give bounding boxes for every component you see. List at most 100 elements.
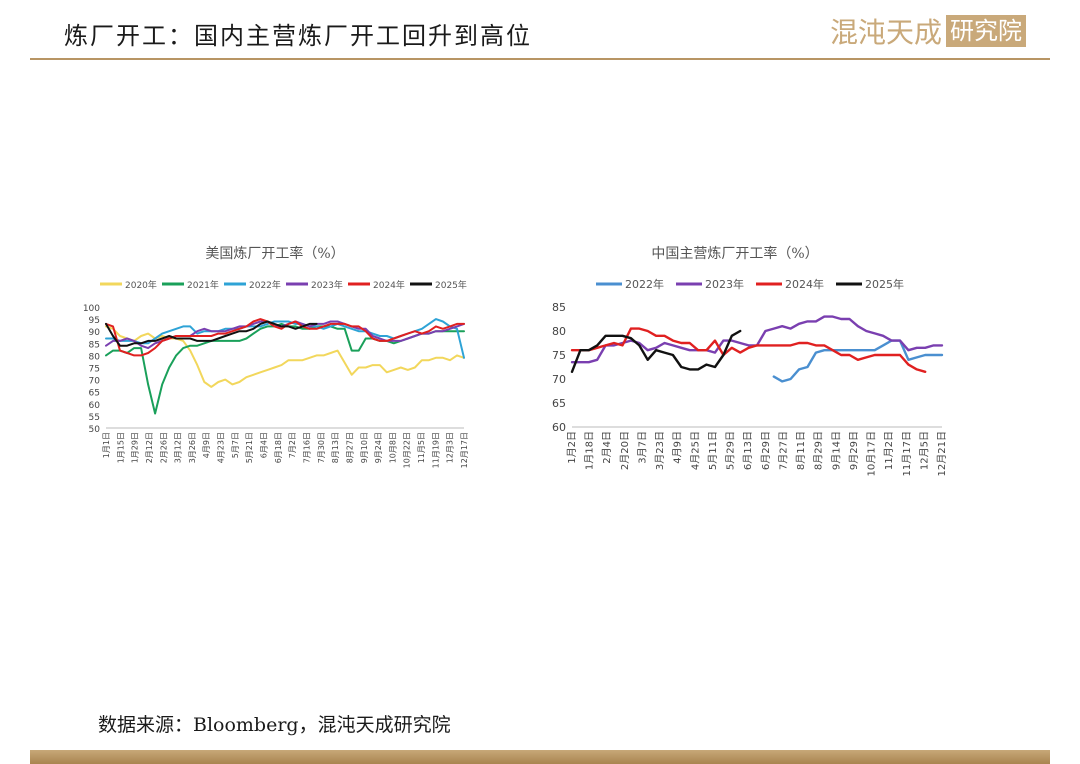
x-tick-label: 12月3日 (446, 432, 455, 463)
x-tick-label: 7月16日 (302, 432, 311, 463)
legend-item: 2024年 (756, 277, 824, 291)
y-tick-label: 75 (89, 365, 100, 375)
x-tick-label: 8月11日 (795, 431, 807, 470)
x-tick-label: 3月12日 (174, 432, 183, 463)
x-tick-label: 2月20日 (619, 431, 631, 470)
x-tick-label: 6月18日 (274, 432, 283, 463)
x-tick-label: 6月13日 (742, 431, 754, 470)
legend-item: 2020年 (100, 279, 157, 291)
legend-item: 2025年 (836, 277, 904, 291)
legend-label: 2020年 (125, 279, 157, 291)
x-tick-label: 7月2日 (288, 432, 297, 458)
legend-item: 2025年 (410, 279, 467, 291)
x-tick-label: 11月17日 (901, 431, 913, 476)
x-tick-label: 9月14日 (830, 431, 842, 470)
x-tick-label: 2月12日 (145, 432, 154, 463)
x-tick-label: 1月1日 (102, 432, 111, 458)
y-tick-label: 80 (552, 325, 566, 338)
x-tick-label: 4月9日 (202, 432, 211, 458)
legend-item: 2023年 (676, 277, 744, 291)
china-refinery-utilization-chart: 中国主营炼厂开工率（%） 2022年 2023年 2024年 2025年 60 65 70 75… (530, 238, 960, 488)
x-tick-label: 5月21日 (245, 432, 254, 463)
chart-svg: 美国炼厂开工率（%） 2020年 2021年 2022年 2023年 2024年 2025年… (83, 245, 469, 468)
y-axis: 60 65 70 75 80 85 (552, 301, 566, 434)
legend-label: 2021年 (187, 279, 219, 291)
y-tick-label: 55 (89, 413, 100, 423)
x-tick-label: 8月13日 (331, 432, 340, 463)
x-tick-label: 1月15日 (116, 432, 125, 463)
x-tick-label: 11月19日 (431, 432, 440, 468)
logo-box-text: 研究院 (946, 15, 1027, 47)
x-tick-label: 3月26日 (188, 432, 197, 463)
chart-svg: 中国主营炼厂开工率（%） 2022年 2023年 2024年 2025年 60 65 70 75… (552, 245, 948, 476)
x-tick-label: 5月7日 (231, 432, 240, 458)
legend-label: 2025年 (865, 277, 904, 291)
x-tick-label: 12月21日 (936, 431, 948, 476)
x-tick-label: 2月4日 (601, 431, 613, 464)
legend-label: 2025年 (435, 279, 467, 291)
x-tick-label: 11月2日 (883, 431, 895, 470)
y-tick-label: 90 (89, 328, 101, 338)
footer-bar (30, 750, 1050, 764)
x-tick-label: 3月23日 (654, 431, 666, 470)
y-tick-label: 75 (552, 349, 566, 362)
x-tick-label: 1月18日 (584, 431, 596, 470)
x-tick-label: 5月29日 (725, 431, 737, 470)
y-tick-label: 95 (89, 316, 100, 326)
y-tick-label: 65 (89, 389, 100, 399)
y-tick-label: 85 (89, 340, 100, 350)
y-axis: 50 55 60 65 70 75 80 85 90 95 100 (83, 304, 100, 435)
y-tick-label: 80 (89, 352, 101, 362)
x-axis: 1月2日 1月18日 2月4日 2月20日 3月7日 3月23日 4月9日 4月25日 5月11… (566, 431, 948, 476)
x-tick-label: 1月29日 (131, 432, 140, 463)
series-line (570, 329, 742, 373)
x-tick-label: 10月22日 (403, 432, 412, 468)
x-tick-label: 7月30日 (317, 432, 326, 463)
legend-label: 2024年 (785, 277, 824, 291)
x-tick-label: 1月2日 (566, 431, 578, 464)
logo: 混沌天成 研究院 (830, 12, 1027, 50)
y-tick-label: 100 (83, 304, 100, 314)
x-tick-label: 6月4日 (260, 432, 269, 458)
legend-item: 2023年 (286, 279, 343, 291)
x-tick-label: 3月7日 (636, 431, 648, 464)
x-tick-label: 7月27日 (777, 431, 789, 470)
x-tick-label: 10月8日 (388, 432, 397, 463)
series-line (570, 327, 927, 373)
x-tick-label: 6月29日 (760, 431, 772, 470)
us-refinery-utilization-chart: 美国炼厂开工率（%） 2020年 2021年 2022年 2023年 2024年 2025年… (78, 238, 488, 488)
header-divider (30, 58, 1050, 60)
data-source-note: 数据来源：Bloomberg，混沌天成研究院 (98, 714, 451, 736)
x-tick-label: 9月10日 (360, 432, 369, 463)
chart-title: 中国主营炼厂开工率（%） (651, 245, 818, 262)
chart-legend: 2020年 2021年 2022年 2023年 2024年 2025年 (100, 279, 467, 291)
x-tick-label: 9月24日 (374, 432, 383, 463)
chart-title: 美国炼厂开工率（%） (205, 245, 344, 262)
legend-label: 2022年 (625, 277, 664, 291)
x-tick-label: 5月11日 (707, 431, 719, 470)
y-tick-label: 70 (552, 373, 566, 386)
x-tick-label: 8月27日 (345, 432, 354, 463)
x-tick-label: 12月17日 (460, 432, 469, 468)
x-tick-label: 8月29日 (813, 431, 825, 470)
legend-item: 2024年 (348, 279, 405, 291)
x-tick-label: 4月23日 (217, 432, 226, 463)
legend-label: 2023年 (311, 279, 343, 291)
x-tick-label: 12月5日 (918, 431, 930, 470)
y-tick-label: 50 (89, 425, 101, 435)
x-axis: 1月1日 1月15日 1月29日 2月12日 2月26日 3月12日 3月26日 4月9日 4月… (102, 432, 469, 468)
legend-label: 2024年 (373, 279, 405, 291)
legend-item: 2022年 (596, 277, 664, 291)
x-tick-label: 2月26日 (159, 432, 168, 463)
x-tick-label: 11月5日 (417, 432, 426, 463)
legend-label: 2022年 (249, 279, 281, 291)
x-tick-label: 9月29日 (848, 431, 860, 470)
y-tick-label: 85 (552, 301, 566, 314)
x-tick-label: 4月9日 (672, 431, 684, 464)
y-tick-label: 70 (89, 377, 101, 387)
y-tick-label: 60 (89, 401, 101, 411)
x-tick-label: 4月25日 (689, 431, 701, 470)
series-line (105, 320, 318, 347)
y-tick-label: 60 (552, 421, 566, 434)
legend-item: 2021年 (162, 279, 219, 291)
